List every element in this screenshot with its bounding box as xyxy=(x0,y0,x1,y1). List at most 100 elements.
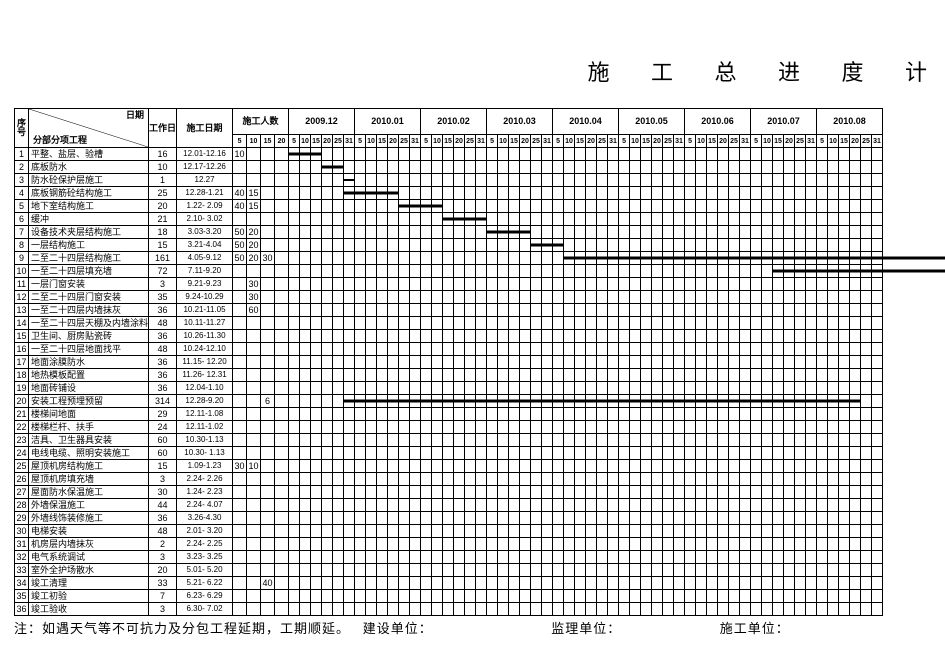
gantt-cell xyxy=(795,486,806,499)
gantt-cell xyxy=(432,460,443,473)
cell-people xyxy=(247,356,261,369)
table-row: 13一至二十四层内墙抹灰3610.21-11.0560 xyxy=(15,304,883,317)
gantt-cell xyxy=(289,369,300,382)
gantt-cell xyxy=(355,291,366,304)
gantt-cell xyxy=(663,200,674,213)
gantt-cell xyxy=(366,226,377,239)
cell-name: 二至二十四层门窗安装 xyxy=(29,291,149,304)
gantt-cell xyxy=(333,343,344,356)
gantt-cell xyxy=(586,512,597,525)
gantt-cell xyxy=(443,330,454,343)
gantt-cell xyxy=(696,577,707,590)
gantt-cell xyxy=(751,603,762,616)
cell-people xyxy=(261,512,275,525)
cell-seq: 2 xyxy=(15,161,29,174)
gantt-cell xyxy=(828,278,839,291)
gantt-cell xyxy=(498,330,509,343)
gantt-cell xyxy=(707,538,718,551)
gantt-cell xyxy=(795,590,806,603)
gantt-cell xyxy=(388,551,399,564)
gantt-cell xyxy=(751,421,762,434)
gantt-cell xyxy=(575,590,586,603)
gantt-cell xyxy=(443,291,454,304)
col-seq: 序号 xyxy=(15,109,29,148)
gantt-cell xyxy=(773,174,784,187)
gantt-cell xyxy=(850,200,861,213)
cell-people xyxy=(247,590,261,603)
gantt-cell xyxy=(619,499,630,512)
gantt-cell xyxy=(872,551,883,564)
gantt-cell xyxy=(663,473,674,486)
gantt-cell xyxy=(619,343,630,356)
cell-people xyxy=(233,408,247,421)
gantt-cell xyxy=(322,447,333,460)
gantt-cell xyxy=(663,174,674,187)
gantt-cell xyxy=(333,213,344,226)
cell-name: 一至二十四层内墙抹灰 xyxy=(29,304,149,317)
gantt-cell xyxy=(322,369,333,382)
gantt-cell xyxy=(388,577,399,590)
gantt-cell xyxy=(872,577,883,590)
gantt-cell xyxy=(454,330,465,343)
date-sub: 20 xyxy=(784,135,795,148)
gantt-cell xyxy=(674,382,685,395)
gantt-cell xyxy=(718,356,729,369)
gantt-cell xyxy=(311,187,322,200)
cell-name: 楼梯间地面 xyxy=(29,408,149,421)
gantt-cell xyxy=(850,174,861,187)
gantt-cell xyxy=(421,408,432,421)
gantt-cell xyxy=(608,603,619,616)
gantt-cell xyxy=(718,434,729,447)
gantt-cell xyxy=(663,265,674,278)
gantt-cell xyxy=(564,278,575,291)
gantt-cell xyxy=(509,291,520,304)
gantt-cell xyxy=(289,330,300,343)
cell-seq: 20 xyxy=(15,395,29,408)
cell-dates: 11.26- 12.31 xyxy=(177,369,233,382)
gantt-cell xyxy=(630,421,641,434)
gantt-cell xyxy=(619,278,630,291)
gantt-cell xyxy=(773,447,784,460)
cell-people xyxy=(233,213,247,226)
gantt-cell xyxy=(443,174,454,187)
gantt-cell xyxy=(487,473,498,486)
gantt-cell xyxy=(311,304,322,317)
gantt-cell xyxy=(366,317,377,330)
gantt-cell xyxy=(850,369,861,382)
gantt-cell xyxy=(751,304,762,317)
gantt-cell xyxy=(465,226,476,239)
gantt-cell xyxy=(498,408,509,421)
gantt-cell xyxy=(377,265,388,278)
date-sub: 15 xyxy=(773,135,784,148)
gantt-cell xyxy=(696,291,707,304)
gantt-cell xyxy=(751,577,762,590)
gantt-cell xyxy=(289,304,300,317)
cell-people xyxy=(261,148,275,161)
table-row: 15卫生间、厨房贴瓷砖3610.26-11.30 xyxy=(15,330,883,343)
gantt-cell xyxy=(322,382,333,395)
cell-people xyxy=(261,590,275,603)
cell-people xyxy=(233,421,247,434)
gantt-cell xyxy=(300,395,311,408)
gantt-cell xyxy=(465,343,476,356)
gantt-cell xyxy=(366,343,377,356)
gantt-cell xyxy=(366,447,377,460)
gantt-cell xyxy=(542,434,553,447)
gantt-cell xyxy=(465,148,476,161)
gantt-cell xyxy=(289,239,300,252)
gantt-cell xyxy=(388,473,399,486)
gantt-cell xyxy=(707,564,718,577)
gantt-cell xyxy=(861,551,872,564)
cell-people xyxy=(261,421,275,434)
gantt-cell xyxy=(498,317,509,330)
gantt-cell xyxy=(399,564,410,577)
gantt-cell xyxy=(377,538,388,551)
gantt-cell xyxy=(663,161,674,174)
gantt-cell xyxy=(399,603,410,616)
gantt-cell xyxy=(586,161,597,174)
gantt-cell xyxy=(399,512,410,525)
gantt-cell xyxy=(553,512,564,525)
gantt-cell xyxy=(740,538,751,551)
gantt-cell xyxy=(465,499,476,512)
gantt-cell xyxy=(564,317,575,330)
